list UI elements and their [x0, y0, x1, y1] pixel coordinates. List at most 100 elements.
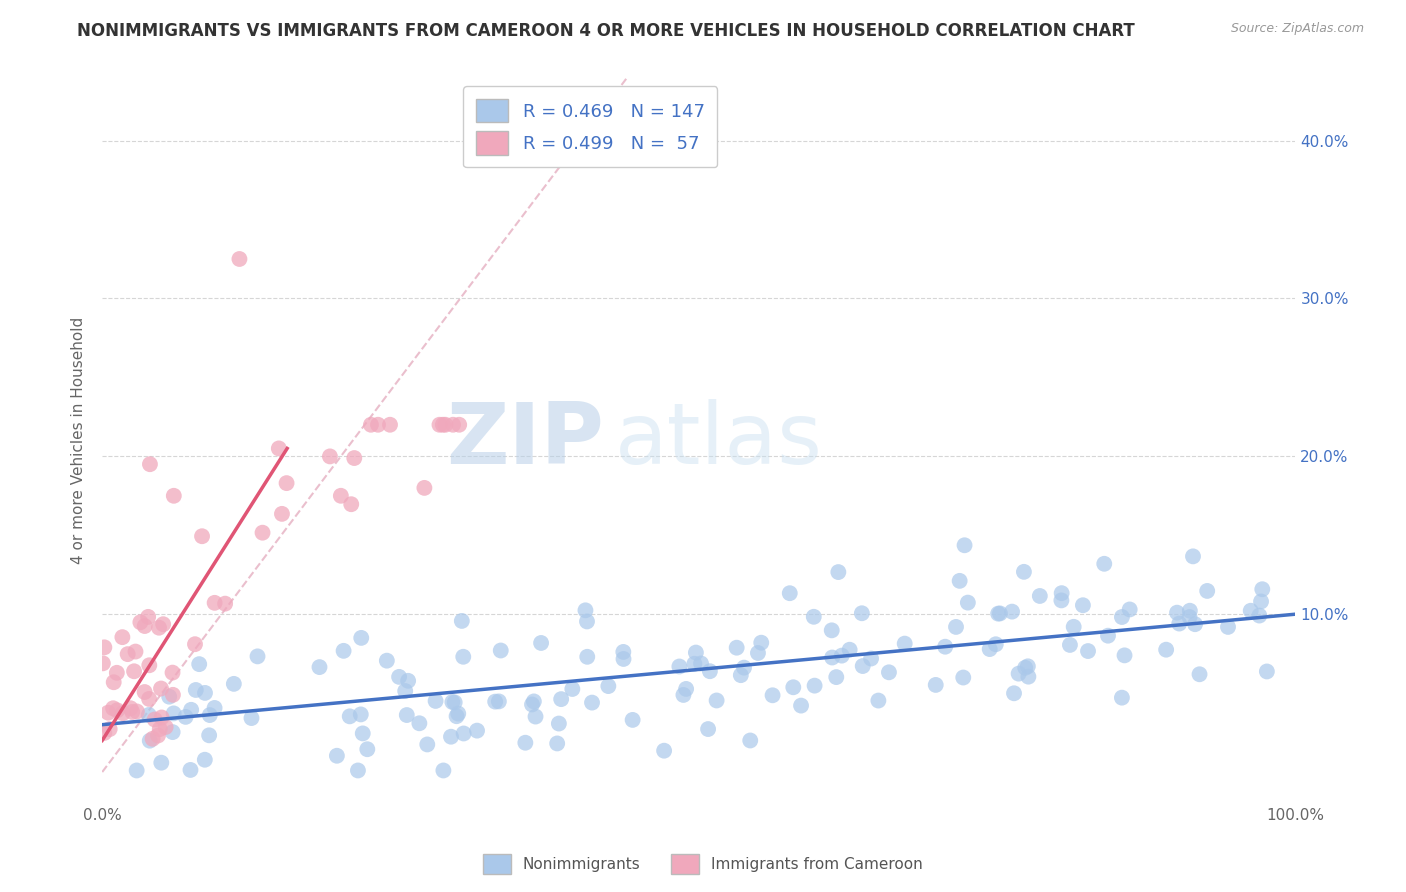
- Point: [465, 723, 488, 738]
- Point: [1059, 638, 1081, 652]
- Point: [340, 497, 363, 511]
- Point: [956, 596, 979, 610]
- Point: [352, 726, 374, 740]
- Text: Source: ZipAtlas.com: Source: ZipAtlas.com: [1230, 22, 1364, 36]
- Point: [194, 753, 217, 767]
- Point: [1012, 565, 1035, 579]
- Point: [122, 665, 145, 679]
- Point: [790, 698, 813, 713]
- Point: [375, 654, 398, 668]
- Point: [1178, 604, 1201, 618]
- Point: [148, 621, 170, 635]
- Point: [214, 597, 236, 611]
- Point: [143, 713, 166, 727]
- Point: [520, 698, 543, 712]
- Point: [747, 646, 769, 660]
- Point: [697, 722, 720, 736]
- Point: [125, 705, 148, 719]
- Point: [356, 742, 378, 756]
- Point: [319, 450, 342, 464]
- Point: [621, 713, 644, 727]
- Point: [252, 525, 274, 540]
- Point: [934, 640, 956, 654]
- Point: [271, 507, 294, 521]
- Point: [276, 476, 298, 491]
- Point: [360, 417, 382, 432]
- Point: [246, 649, 269, 664]
- Point: [690, 657, 713, 671]
- Point: [1092, 557, 1115, 571]
- Point: [740, 733, 762, 747]
- Point: [821, 624, 844, 638]
- Point: [612, 652, 634, 666]
- Point: [136, 610, 159, 624]
- Point: [198, 708, 221, 723]
- Point: [111, 630, 134, 644]
- Point: [441, 695, 464, 709]
- Point: [1017, 659, 1039, 673]
- Point: [530, 636, 553, 650]
- Point: [749, 636, 772, 650]
- Point: [91, 657, 114, 671]
- Point: [1166, 606, 1188, 620]
- Point: [125, 764, 148, 778]
- Point: [782, 680, 804, 694]
- Point: [149, 722, 172, 736]
- Point: [550, 692, 572, 706]
- Point: [434, 417, 457, 432]
- Point: [838, 642, 860, 657]
- Point: [852, 659, 875, 673]
- Point: [162, 665, 184, 680]
- Text: ZIP: ZIP: [446, 399, 603, 482]
- Point: [699, 664, 721, 678]
- Point: [97, 706, 120, 720]
- Point: [451, 649, 474, 664]
- Point: [139, 457, 162, 471]
- Point: [103, 675, 125, 690]
- Point: [204, 701, 226, 715]
- Point: [515, 736, 537, 750]
- Point: [350, 707, 373, 722]
- Point: [1114, 648, 1136, 663]
- Point: [162, 725, 184, 739]
- Point: [547, 716, 569, 731]
- Point: [347, 764, 370, 778]
- Point: [188, 657, 211, 672]
- Point: [825, 670, 848, 684]
- Y-axis label: 4 or more Vehicles in Household: 4 or more Vehicles in Household: [72, 317, 86, 564]
- Point: [831, 648, 853, 663]
- Point: [308, 660, 330, 674]
- Point: [443, 695, 465, 709]
- Point: [446, 709, 468, 723]
- Point: [1007, 666, 1029, 681]
- Point: [851, 607, 873, 621]
- Point: [134, 619, 156, 633]
- Point: [1111, 610, 1133, 624]
- Point: [93, 726, 115, 740]
- Point: [240, 711, 263, 725]
- Point: [350, 631, 373, 645]
- Point: [180, 703, 202, 717]
- Point: [1063, 620, 1085, 634]
- Point: [1197, 583, 1219, 598]
- Point: [332, 644, 354, 658]
- Point: [574, 603, 596, 617]
- Point: [685, 646, 707, 660]
- Point: [1256, 665, 1278, 679]
- Point: [120, 701, 142, 715]
- Point: [984, 637, 1007, 651]
- Point: [761, 688, 783, 702]
- Point: [1154, 642, 1177, 657]
- Point: [860, 651, 883, 665]
- Point: [150, 756, 173, 770]
- Point: [139, 733, 162, 747]
- Point: [134, 685, 156, 699]
- Point: [827, 565, 849, 579]
- Point: [484, 695, 506, 709]
- Point: [1077, 644, 1099, 658]
- Point: [395, 708, 418, 723]
- Point: [987, 607, 1010, 621]
- Point: [124, 644, 146, 658]
- Point: [1118, 602, 1140, 616]
- Point: [142, 731, 165, 746]
